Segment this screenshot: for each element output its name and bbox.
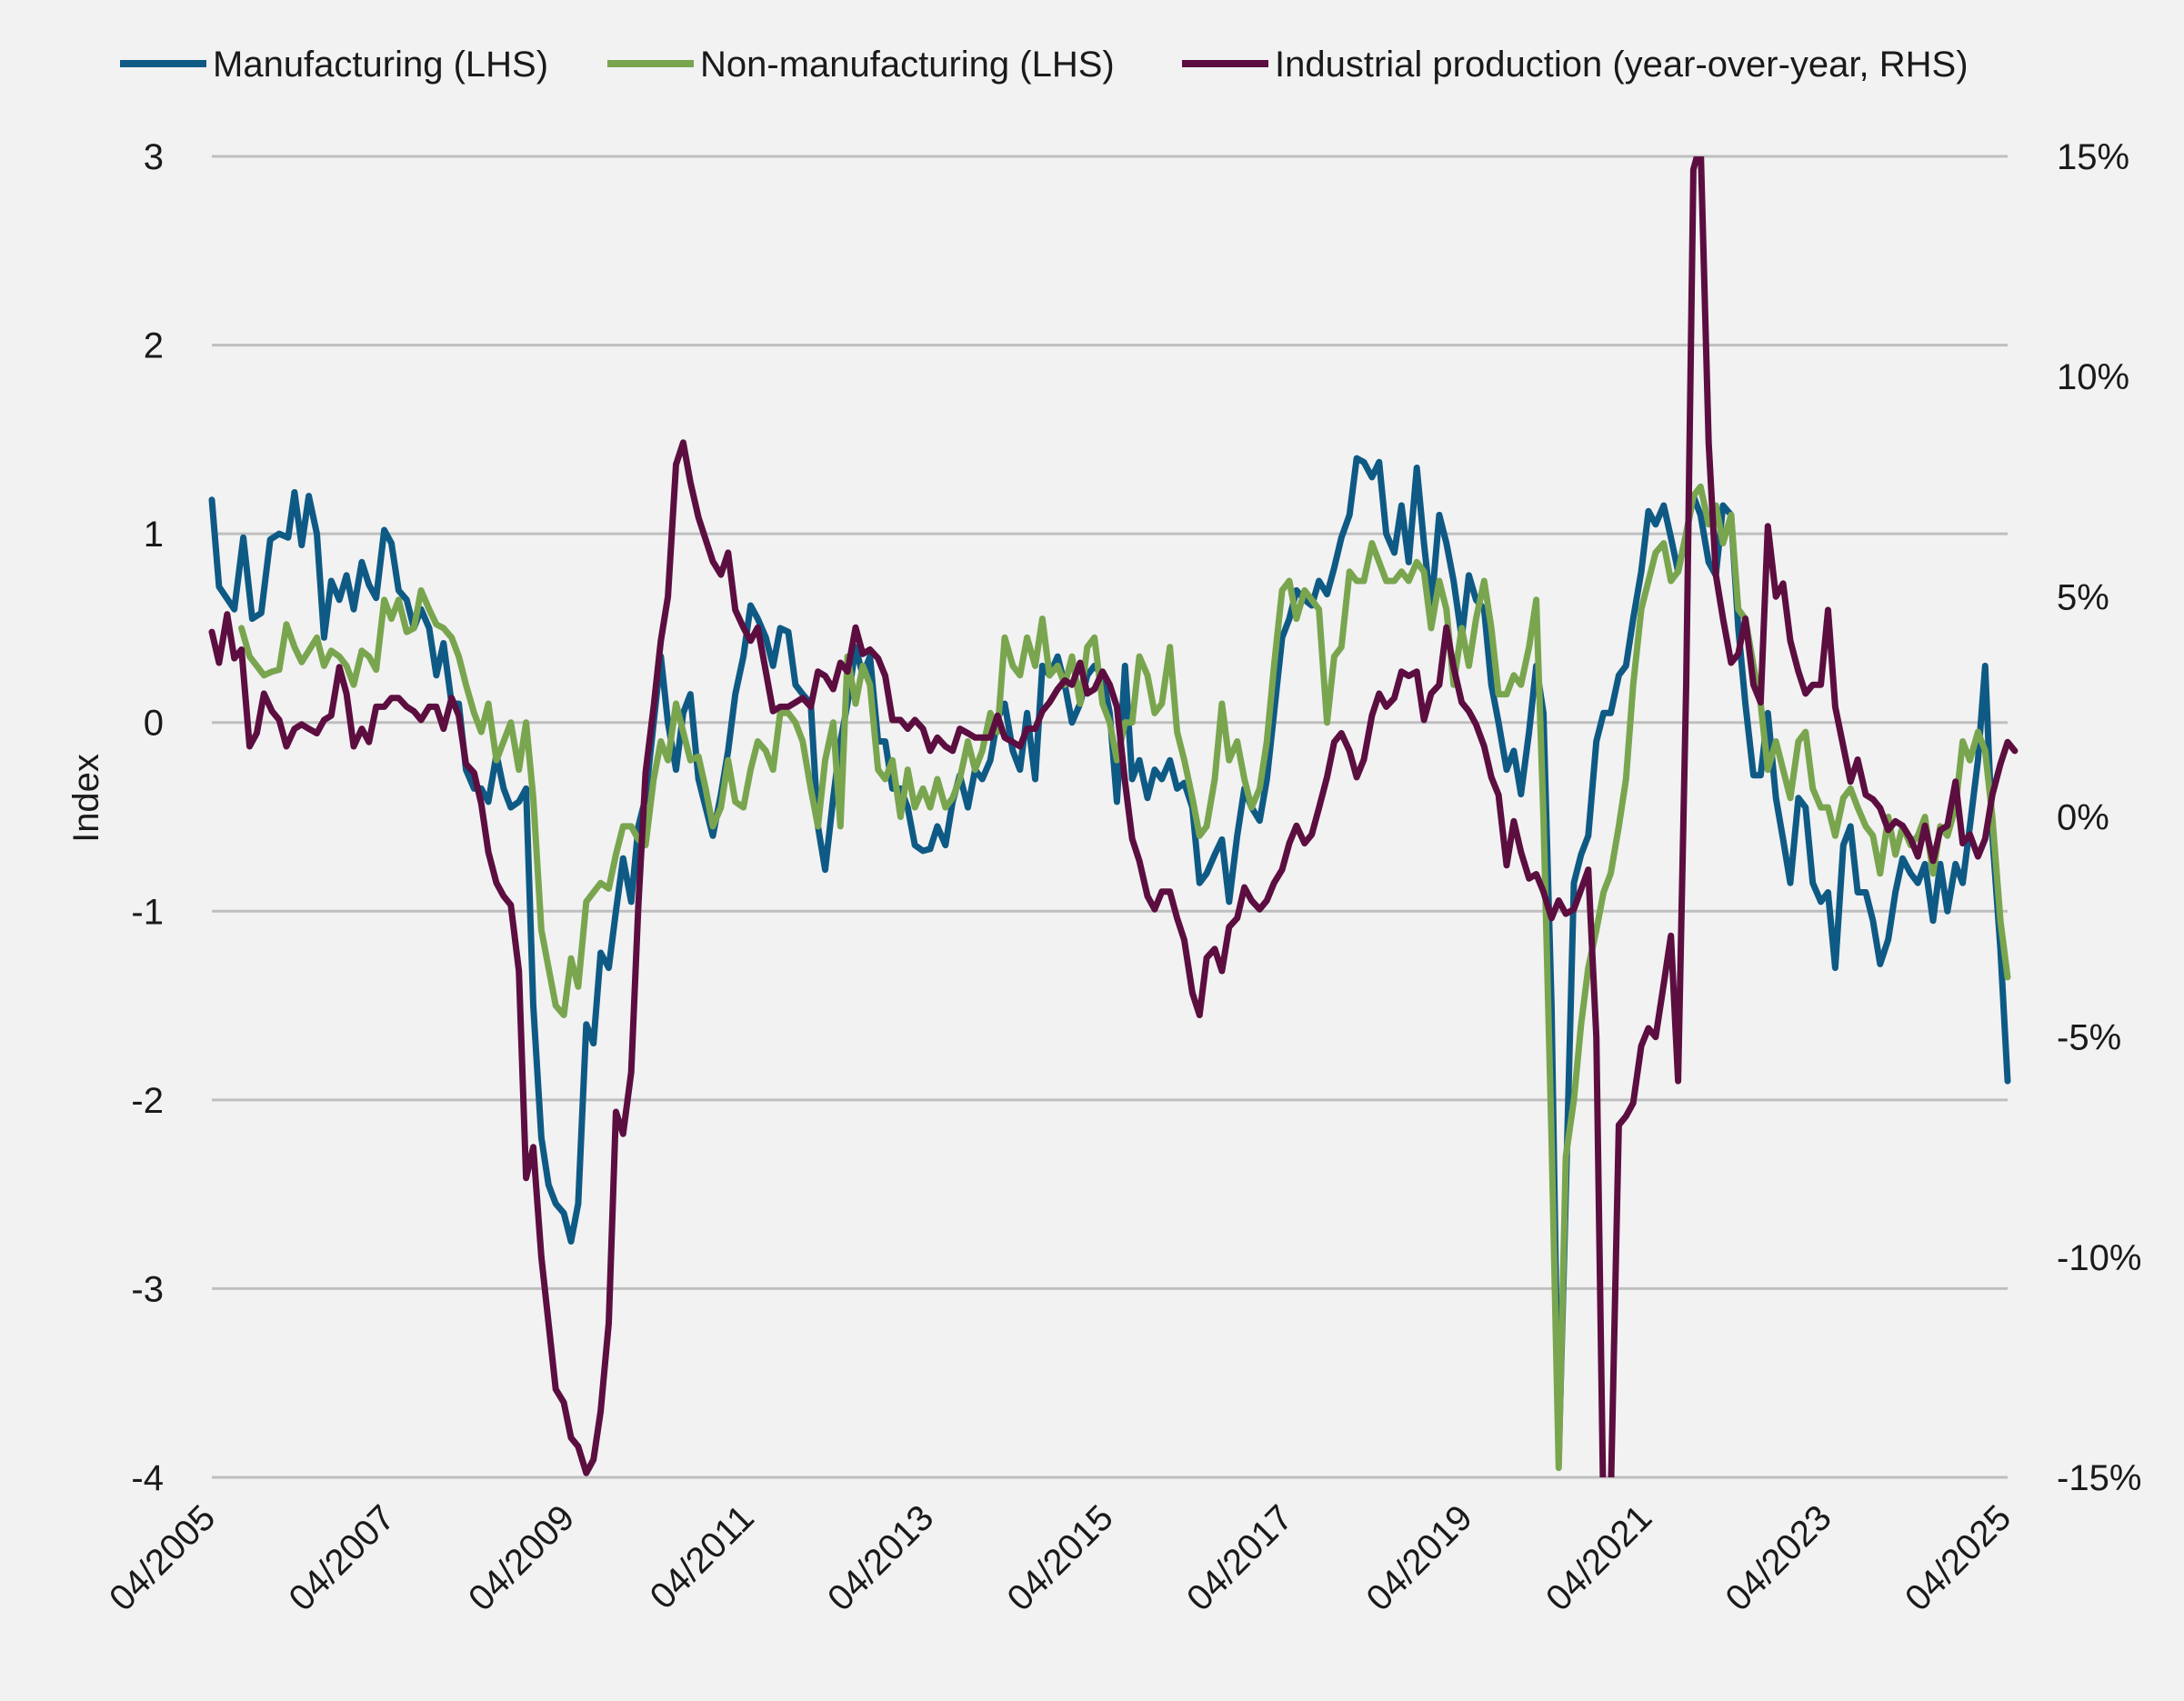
left-axis-ticks: 3 2 1 0 -1 -2 -3 -4 [131, 137, 164, 1498]
left-tick-label: 3 [144, 137, 164, 177]
y-axis-title: Index [66, 754, 106, 843]
right-axis-ticks: 15% 10% 5% 0% -5% -10% -15% [2057, 137, 2141, 1498]
x-tick-label: 04/2005 [102, 1497, 223, 1618]
series-line-1 [208, 455, 2011, 1462]
right-tick-label: -15% [2057, 1458, 2141, 1498]
left-tick-label: 1 [144, 515, 164, 555]
x-tick-label: 04/2025 [1898, 1497, 2019, 1618]
right-tick-label: 10% [2057, 357, 2129, 397]
legend-label: Manufacturing (LHS) [213, 45, 548, 85]
legend-label: Industrial production (year-over-year, R… [1275, 45, 1969, 85]
legend-label: Non-manufacturing (LHS) [700, 45, 1115, 85]
series-lines [208, 156, 2019, 1477]
left-tick-label: -2 [131, 1081, 164, 1121]
right-tick-label: -10% [2057, 1238, 2141, 1278]
series-line-3 [208, 156, 2019, 1477]
x-tick-label: 04/2007 [282, 1497, 403, 1618]
x-tick-label: 04/2009 [461, 1497, 582, 1618]
left-tick-label: -3 [131, 1269, 164, 1309]
right-tick-label: 15% [2057, 137, 2129, 177]
legend: Manufacturing (LHS) Non-manufacturing (LH… [120, 45, 1969, 85]
x-tick-label: 04/2023 [1718, 1497, 1839, 1618]
x-tick-label: 04/2017 [1179, 1497, 1300, 1618]
x-tick-label: 04/2021 [1538, 1497, 1659, 1618]
right-tick-label: 5% [2057, 577, 2109, 617]
x-tick-label: 04/2013 [820, 1497, 941, 1618]
x-tick-label: 04/2019 [1359, 1497, 1480, 1618]
x-tick-label: 04/2011 [643, 1497, 762, 1616]
x-tick-label: 04/2015 [1000, 1497, 1121, 1618]
x-axis-ticks: 04/2005 04/2007 04/2009 04/2011 04/2013 04/20… [102, 1497, 2019, 1618]
left-tick-label: -1 [131, 892, 164, 932]
left-tick-label: -4 [131, 1458, 164, 1498]
right-tick-label: 0% [2057, 798, 2109, 838]
left-tick-label: 0 [144, 704, 164, 744]
right-tick-label: -5% [2057, 1018, 2121, 1058]
left-tick-label: 2 [144, 326, 164, 366]
